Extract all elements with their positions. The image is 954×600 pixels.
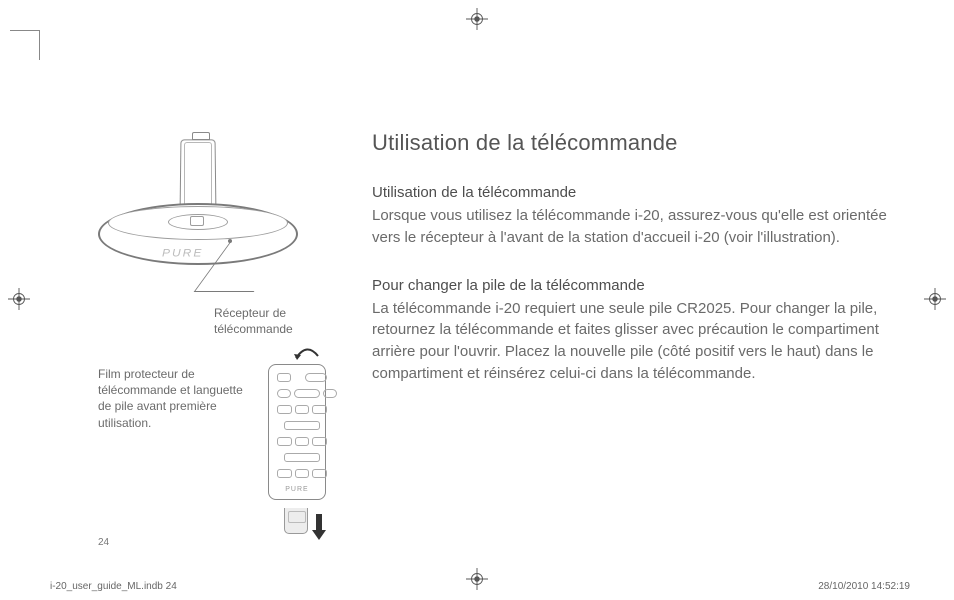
crop-mark	[10, 30, 40, 60]
registration-mark-icon	[8, 288, 30, 310]
text-column: Utilisation de la télécommande Utilisati…	[372, 130, 897, 413]
registration-mark-icon	[924, 288, 946, 310]
dock-backrest-inner	[184, 142, 212, 210]
page-content: PURE Récepteur de télécommande Film prot…	[52, 48, 912, 556]
down-arrow-icon	[312, 514, 326, 540]
section2-heading: Pour changer la pile de la télécommande	[372, 277, 897, 294]
receiver-label-line1: Récepteur de	[214, 306, 286, 320]
dock-figure: PURE	[98, 128, 308, 278]
section2-body: La télécommande i-20 requiert une seule …	[372, 298, 897, 385]
dock-brand-label: PURE	[162, 247, 203, 260]
page-number: 24	[98, 537, 109, 548]
remote-body: PURE	[268, 364, 326, 500]
footer-timestamp: 28/10/2010 14:52:19	[818, 581, 910, 592]
print-footer: i-20_user_guide_ML.indb 24 28/10/2010 14…	[50, 581, 910, 592]
section1-heading: Utilisation de la télécommande	[372, 184, 897, 201]
dock-connector	[190, 216, 204, 226]
receiver-label-line2: télécommande	[214, 322, 293, 336]
receiver-callout-label: Récepteur de télécommande	[214, 306, 324, 337]
registration-mark-icon	[466, 8, 488, 30]
film-protector-label: Film protecteur de télécommande et langu…	[98, 366, 248, 431]
battery-tray-icon	[284, 508, 308, 534]
flip-arrow-icon	[292, 346, 322, 362]
dock-tab	[192, 132, 210, 140]
page-title: Utilisation de la télécommande	[372, 130, 897, 156]
footer-file: i-20_user_guide_ML.indb 24	[50, 581, 177, 592]
dock-illustration: PURE	[98, 128, 348, 278]
remote-illustration: PURE	[264, 356, 334, 556]
remote-brand-label: PURE	[269, 486, 325, 493]
section1-body: Lorsque vous utilisez la télécommande i-…	[372, 205, 897, 249]
